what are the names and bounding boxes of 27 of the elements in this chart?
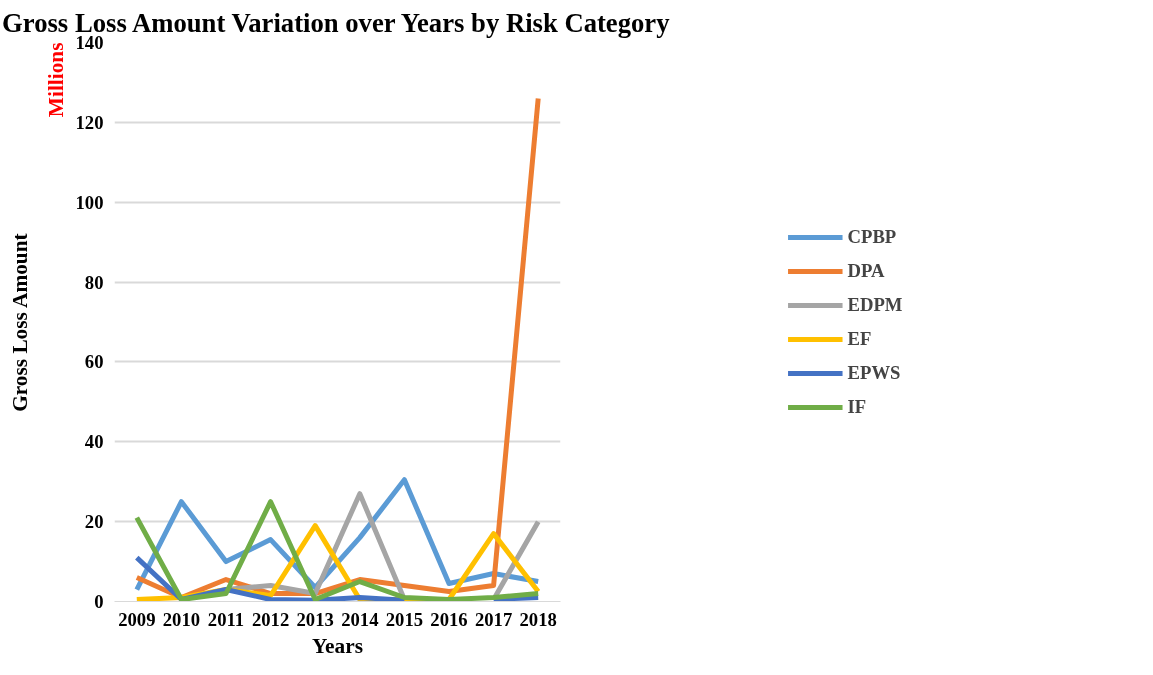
legend-label: EF xyxy=(847,327,872,350)
x-tick-label: 2016 xyxy=(430,608,468,630)
y-tick-label: 40 xyxy=(84,431,104,453)
legend-label: DPA xyxy=(847,259,885,282)
x-axis-title: Years xyxy=(312,633,363,658)
x-tick-label: 2009 xyxy=(118,608,156,630)
x-tick-label: 2010 xyxy=(162,608,201,630)
x-tick-label: 2015 xyxy=(385,608,424,630)
legend-label: EPWS xyxy=(847,361,901,384)
y-tick-label: 60 xyxy=(84,351,104,373)
y-axis-title: Gross Loss Amount xyxy=(7,232,32,412)
x-tick-label: 2014 xyxy=(341,608,379,630)
y-tick-label: 120 xyxy=(75,111,104,133)
x-tick-label: 2012 xyxy=(251,608,290,630)
legend-label: EDPM xyxy=(847,293,903,316)
x-tick-label: 2017 xyxy=(474,608,513,630)
text: Millions xyxy=(43,42,68,118)
x-tick-label: 2011 xyxy=(207,608,245,630)
legend-label: IF xyxy=(847,395,868,418)
x-tick-label: 2018 xyxy=(519,608,557,630)
y-tick-label: 140 xyxy=(75,32,104,53)
y-tick-label: 80 xyxy=(84,271,104,293)
legend-label: CPBP xyxy=(847,225,897,248)
y-tick-label: 100 xyxy=(75,191,104,213)
y-tick-label: 20 xyxy=(84,511,104,533)
y-tick-label: 0 xyxy=(94,591,104,612)
x-tick-label: 2013 xyxy=(296,608,334,630)
